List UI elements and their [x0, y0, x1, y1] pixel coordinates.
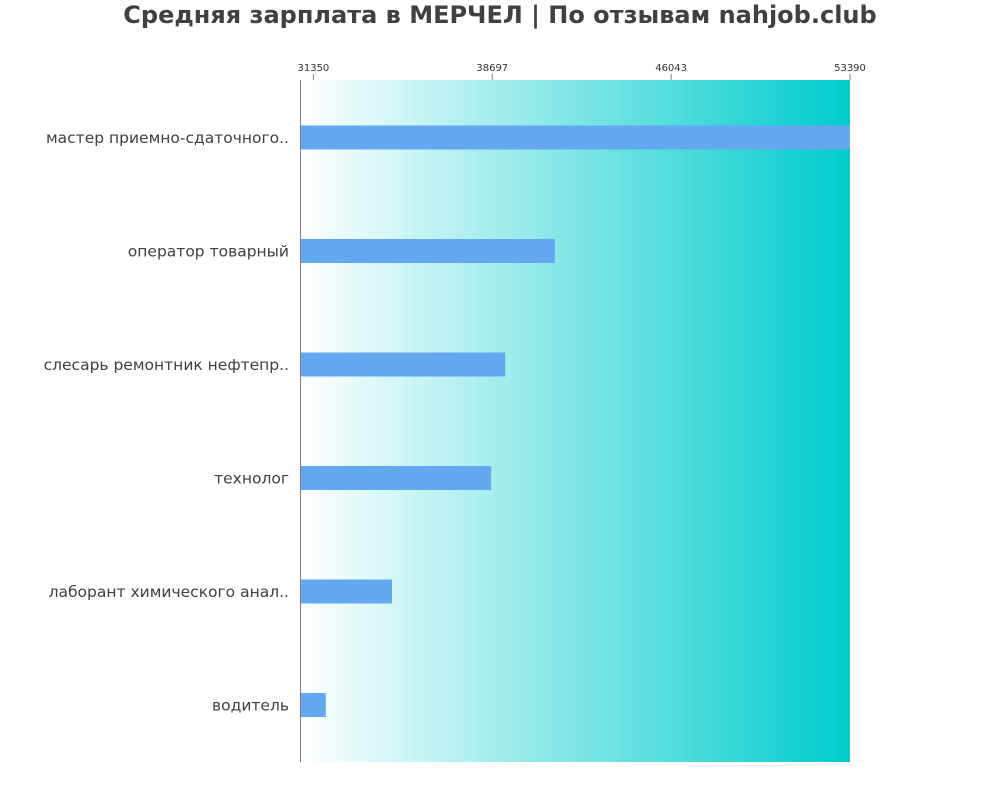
bar: [300, 239, 555, 263]
chart-title: Средняя зарплата в МЕРЧЕЛ | По отзывам n…: [123, 1, 876, 29]
bars: [300, 125, 850, 717]
category-label: технолог: [214, 470, 289, 488]
x-tick-label: 38697: [476, 63, 508, 74]
bar: [300, 352, 506, 377]
category-labels: мастер приемно-сдаточного.. оператор това…: [44, 129, 289, 715]
bar: [300, 466, 492, 490]
x-axis: 31350 38697 46043 53390: [297, 63, 866, 80]
bar: [300, 693, 326, 717]
category-label: оператор товарный: [128, 243, 289, 261]
bar: [300, 125, 850, 150]
category-label: слесарь ремонтник нефтепр..: [44, 356, 289, 374]
category-label: лаборант химического анал..: [49, 583, 289, 601]
x-tick-label: 46043: [655, 63, 687, 74]
plot-background: [300, 80, 850, 762]
category-label: мастер приемно-сдаточного..: [46, 129, 289, 147]
x-tick-label: 31350: [297, 63, 329, 74]
x-tick-label: 53390: [834, 63, 866, 74]
bar: [300, 579, 393, 604]
category-label: водитель: [212, 697, 289, 715]
